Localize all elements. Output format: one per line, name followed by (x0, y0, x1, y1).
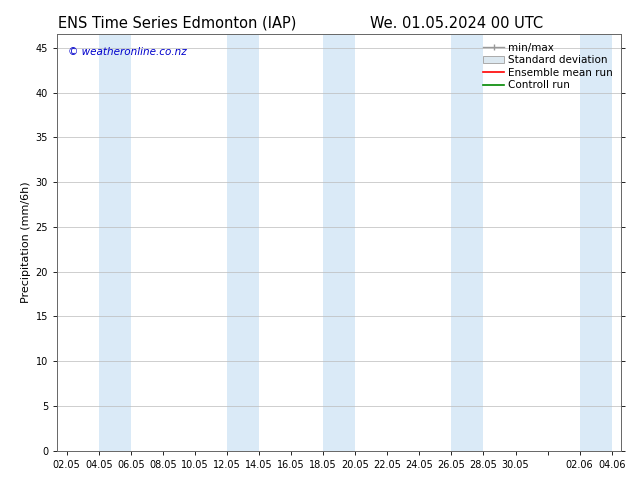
Bar (579, 34, 612, 451)
Text: We. 01.05.2024 00 UTC: We. 01.05.2024 00 UTC (370, 16, 543, 31)
Y-axis label: Precipitation (mm/6h): Precipitation (mm/6h) (22, 182, 31, 303)
Bar (227, 34, 259, 451)
Text: © weatheronline.co.nz: © weatheronline.co.nz (68, 47, 187, 57)
Bar (99, 34, 131, 451)
Text: ENS Time Series Edmonton (IAP): ENS Time Series Edmonton (IAP) (58, 16, 297, 31)
Bar (323, 34, 355, 451)
Bar (451, 34, 484, 451)
Legend: min/max, Standard deviation, Ensemble mean run, Controll run: min/max, Standard deviation, Ensemble me… (480, 40, 616, 94)
